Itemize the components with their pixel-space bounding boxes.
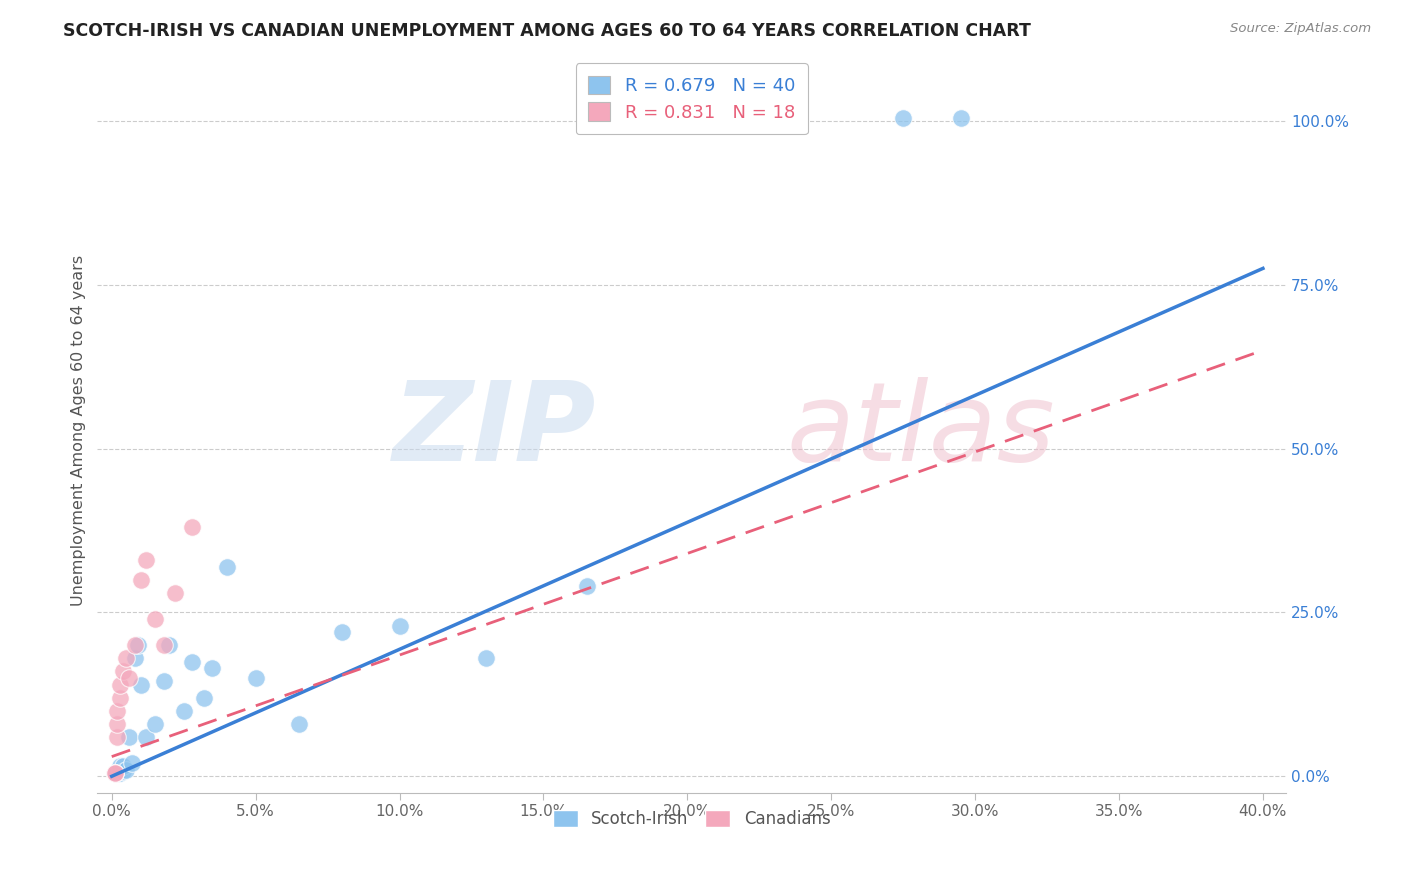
Legend: Scotch-Irish, Canadians: Scotch-Irish, Canadians: [547, 804, 837, 835]
Point: [129, 677, 152, 691]
Point: [110, 690, 132, 705]
Text: SCOTCH-IRISH VS CANADIAN UNEMPLOYMENT AMONG AGES 60 TO 64 YEARS CORRELATION CHAR: SCOTCH-IRISH VS CANADIAN UNEMPLOYMENT AM…: [63, 22, 1031, 40]
Point: [152, 674, 174, 689]
Text: Source: ZipAtlas.com: Source: ZipAtlas.com: [1230, 22, 1371, 36]
Point: [104, 766, 127, 780]
Point: [288, 716, 311, 731]
Point: [107, 766, 129, 780]
Point: [104, 766, 127, 780]
Y-axis label: Unemployment Among Ages 60 to 64 years: Unemployment Among Ages 60 to 64 years: [72, 255, 86, 607]
Point: [215, 559, 238, 574]
Point: [104, 766, 127, 780]
Point: [107, 766, 129, 780]
Point: [112, 665, 135, 679]
Point: [475, 651, 498, 665]
Point: [107, 766, 129, 780]
Point: [135, 553, 157, 567]
Point: [181, 520, 204, 534]
Point: [891, 111, 914, 125]
Point: [110, 759, 132, 773]
Point: [165, 586, 187, 600]
Point: [107, 766, 129, 780]
Point: [949, 111, 972, 125]
Point: [112, 759, 135, 773]
Point: [124, 651, 146, 665]
Point: [107, 766, 129, 780]
Point: [124, 638, 146, 652]
Point: [104, 766, 127, 780]
Point: [121, 756, 143, 771]
Point: [110, 766, 132, 780]
Point: [118, 671, 141, 685]
Point: [110, 677, 132, 691]
Point: [143, 612, 166, 626]
Point: [104, 766, 127, 780]
Point: [115, 763, 138, 777]
Point: [104, 766, 127, 780]
Text: ZIP: ZIP: [394, 377, 596, 484]
Point: [173, 704, 195, 718]
Point: [388, 618, 411, 632]
Point: [107, 716, 129, 731]
Point: [110, 763, 132, 777]
Point: [104, 766, 127, 780]
Text: atlas: atlas: [787, 377, 1056, 484]
Point: [193, 690, 215, 705]
Point: [104, 766, 127, 780]
Point: [115, 651, 138, 665]
Point: [575, 579, 598, 593]
Point: [152, 638, 174, 652]
Point: [157, 638, 180, 652]
Point: [110, 764, 132, 778]
Point: [107, 704, 129, 718]
Point: [129, 573, 152, 587]
Point: [107, 730, 129, 744]
Point: [112, 764, 135, 778]
Point: [143, 716, 166, 731]
Point: [107, 766, 129, 780]
Point: [245, 671, 267, 685]
Point: [201, 661, 224, 675]
Point: [127, 638, 149, 652]
Point: [118, 730, 141, 744]
Point: [330, 625, 353, 640]
Point: [181, 655, 204, 669]
Point: [135, 730, 157, 744]
